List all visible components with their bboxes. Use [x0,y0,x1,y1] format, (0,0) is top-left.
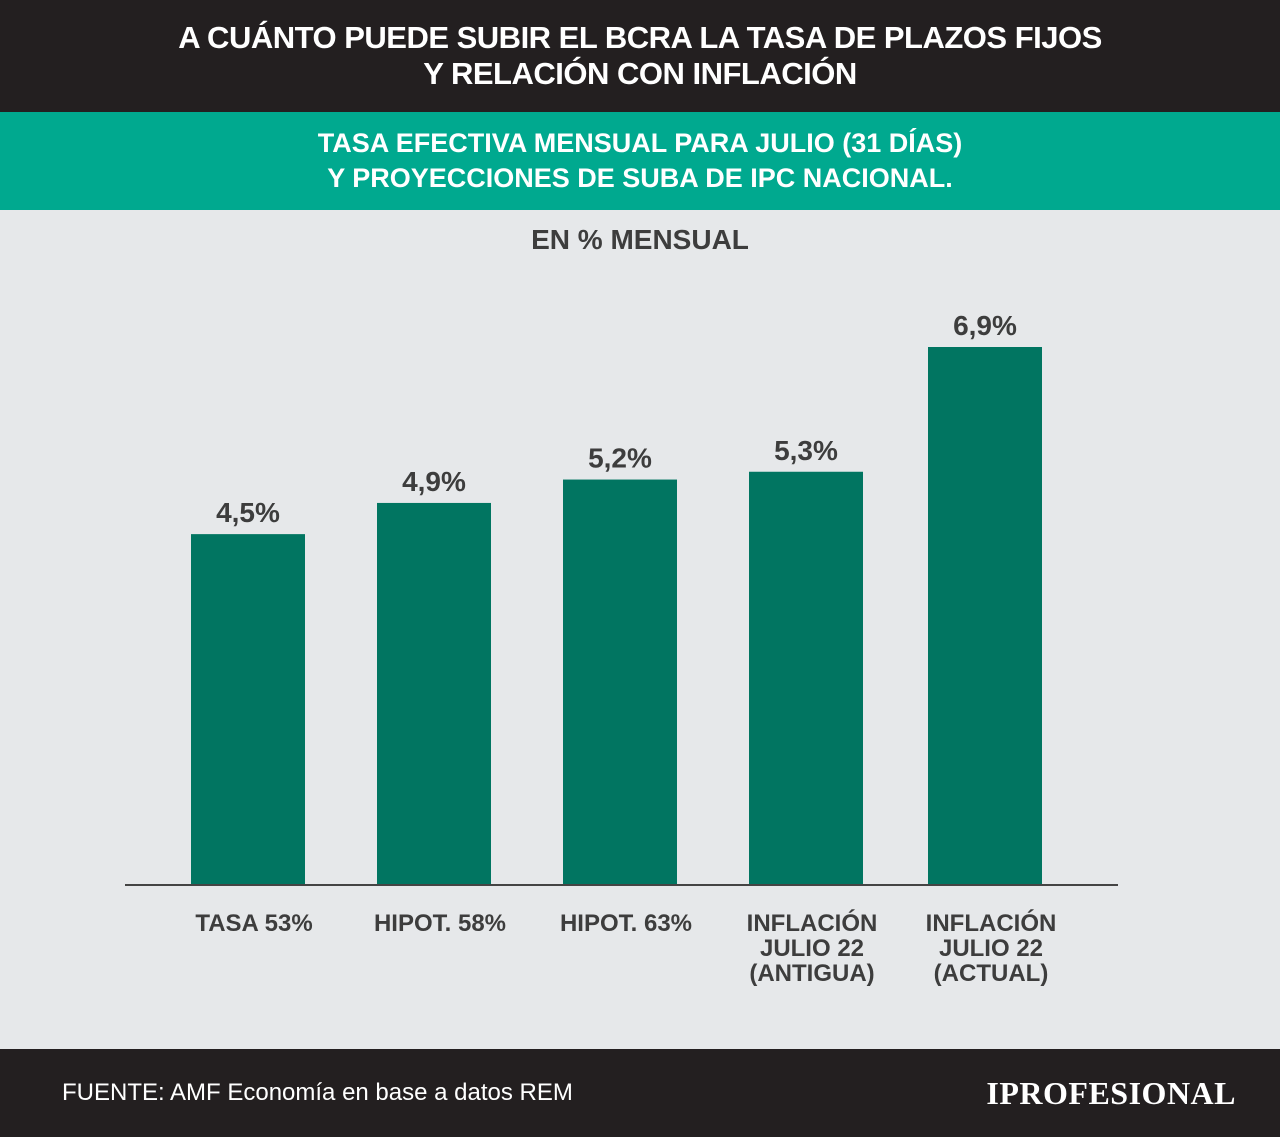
brand-logo: IPROFESIONAL [986,1075,1236,1111]
category-label-2-line-1: HIPOT. 58% [374,910,506,937]
bar-1 [191,534,305,885]
bar-chart: 4,5% TASA 53% 4,9% HIPOT. 58% 5,2% HIPOT. 63%… [125,310,1118,987]
category-label-5-line-2: JULIO 22 [939,935,1043,962]
data-label-5: 6,9% [953,310,1017,341]
unit-label: EN % MENSUAL [531,224,749,255]
source-note: FUENTE: AMF Economía en base a datos REM [62,1079,573,1106]
category-label-1-line-1: TASA 53% [195,910,312,937]
footer: FUENTE: AMF Economía en base a datos REM… [0,1049,1280,1137]
chart-title: A CUÁNTO PUEDE SUBIR EL BCRA LA TASA DE … [0,0,1280,112]
category-label-4-line-1: INFLACIÓN [747,909,878,937]
chart-subtitle-line-2: Y PROYECCIONES DE SUBA DE IPC NACIONAL. [327,163,953,193]
category-label-4-line-3: (ANTIGUA) [749,960,874,987]
category-label-4-line-2: JULIO 22 [760,935,864,962]
chart-subtitle-line-1: TASA EFECTIVA MENSUAL PARA JULIO (31 DÍA… [317,128,963,158]
bar-2 [377,502,491,885]
bar-5 [928,347,1042,885]
category-label-5-line-3: (ACTUAL) [934,960,1049,987]
bar-4 [749,471,863,885]
data-label-4: 5,3% [774,435,838,466]
data-label-2: 4,9% [402,466,466,497]
category-label-5-line-1: INFLACIÓN [926,909,1057,937]
chart-title-line-1: A CUÁNTO PUEDE SUBIR EL BCRA LA TASA DE … [178,20,1102,55]
data-label-1: 4,5% [216,497,280,528]
chart-subtitle: TASA EFECTIVA MENSUAL PARA JULIO (31 DÍA… [0,112,1280,210]
chart-title-line-2: Y RELACIÓN CON INFLACIÓN [423,56,857,91]
category-label-3-line-1: HIPOT. 63% [560,910,692,937]
bar-3 [563,479,677,885]
data-label-3: 5,2% [588,443,652,474]
